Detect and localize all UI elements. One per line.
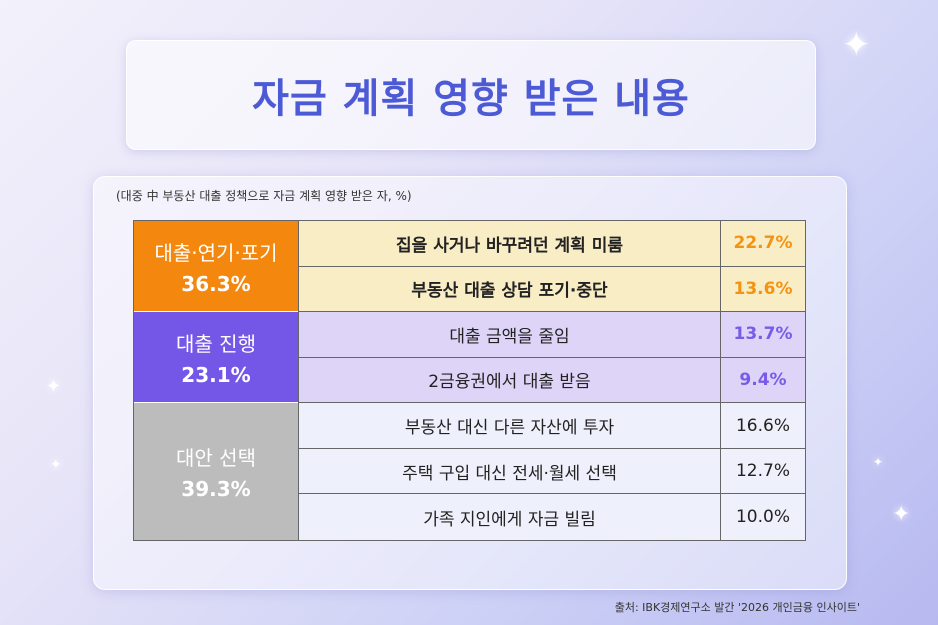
data-table: 대출·연기·포기 36.3% 대출 진행 23.1% 대안 선택 39.3% 집… — [133, 220, 806, 541]
group-name: 대출 진행 — [176, 331, 256, 356]
group-value: 39.3% — [181, 477, 251, 502]
sparkle-icon: ✦ — [46, 376, 62, 397]
row-label: 대출 금액을 줄임 — [298, 312, 720, 358]
sparkle-icon: ✦ — [50, 457, 62, 473]
row-value: 13.6% — [720, 266, 805, 313]
group-name: 대안 선택 — [176, 446, 256, 471]
group-name: 대출·연기·포기 — [154, 240, 278, 265]
row-value: 13.7% — [720, 312, 805, 358]
page-title: 자금 계획 영향 받은 내용 — [252, 76, 690, 122]
sparkle-icon: ✦ — [892, 502, 911, 527]
group-cell-delay: 대출·연기·포기 36.3% — [134, 221, 298, 313]
row-label: 부동산 대출 상담 포기·중단 — [298, 266, 720, 313]
row-value: 22.7% — [720, 221, 805, 267]
row-label: 부동산 대신 다른 자산에 투자 — [298, 403, 720, 449]
group-cell-proceed: 대출 진행 23.1% — [134, 312, 298, 404]
row-label: 2금융권에서 대출 받음 — [298, 357, 720, 404]
source-note: 출처: IBK경제연구소 발간 '2026 개인금융 인사이트' — [614, 601, 860, 614]
row-value: 10.0% — [720, 494, 805, 540]
group-value: 23.1% — [181, 362, 251, 387]
group-cell-alternative: 대안 선택 39.3% — [134, 403, 298, 540]
title-box: 자금 계획 영향 받은 내용 — [126, 40, 816, 150]
row-label: 가족 지인에게 자금 빌림 — [298, 494, 720, 540]
group-value: 36.3% — [181, 271, 251, 296]
row-value: 16.6% — [720, 403, 805, 449]
chart-subtitle: (대중 中 부동산 대출 정책으로 자금 계획 영향 받은 자, %) — [116, 189, 412, 203]
row-label: 주택 구입 대신 전세·월세 선택 — [298, 448, 720, 495]
sparkle-icon: ✦ — [873, 455, 884, 469]
row-value: 9.4% — [720, 357, 805, 404]
row-value: 12.7% — [720, 448, 805, 495]
row-label: 집을 사거나 바꾸려던 계획 미룸 — [298, 221, 720, 267]
sparkle-icon: ✦ — [842, 25, 871, 65]
